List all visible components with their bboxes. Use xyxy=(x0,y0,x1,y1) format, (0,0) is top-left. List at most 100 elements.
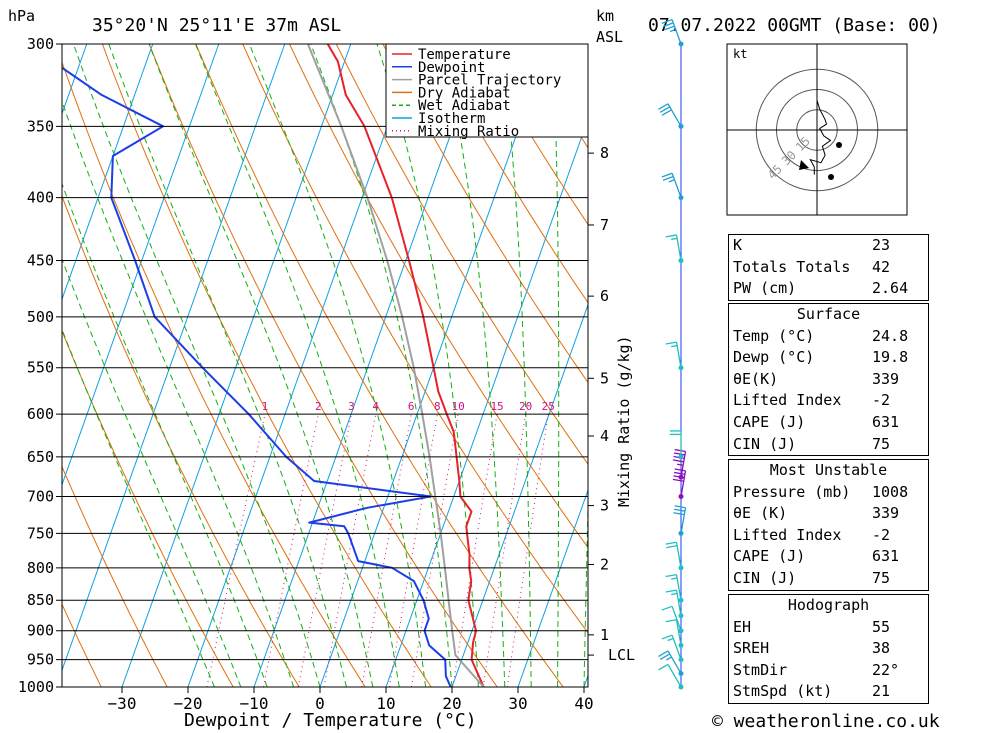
wind-barb-staff xyxy=(675,542,682,568)
x-tick-label: 40 xyxy=(574,694,593,713)
wind-barb-flag xyxy=(673,452,686,456)
wind-barb-half-flag xyxy=(665,656,672,661)
y-tick-label: 600 xyxy=(27,405,54,423)
mixing-ratio-label: 1 xyxy=(262,400,269,413)
wind-barb-flag xyxy=(672,459,684,463)
mixing-ratio-label: 3 xyxy=(348,400,355,413)
wind-barb-flag xyxy=(665,589,677,593)
wind-barb-flag xyxy=(665,341,677,345)
wet-adiabat-line xyxy=(62,257,242,687)
dry-adiabat-line xyxy=(62,194,300,687)
wind-barb-staff xyxy=(667,103,682,127)
wind-barb-staff xyxy=(675,234,682,261)
mixing-ratio-axis-label: Mixing Ratio (g/kg) xyxy=(615,335,633,507)
wind-barb-half-flag xyxy=(671,577,678,580)
wind-barb-staff xyxy=(671,19,682,45)
surface-table: Surface Temp (°C) 24.8 Dewp (°C) 19.8 θE(K… xyxy=(728,303,929,457)
datetime-label: 07.07.2022 00GMT (Base: 00) xyxy=(648,15,941,36)
x-tick-label: −10 xyxy=(240,694,269,713)
wind-barb-staff xyxy=(680,470,687,497)
wind-barb-flag xyxy=(665,619,677,623)
wind-barb-half-flag xyxy=(667,637,674,642)
lcl-label: LCL xyxy=(608,646,635,664)
chart-title: 35°20'N 25°11'E 37m ASL xyxy=(92,15,341,36)
mixing-ratio-label: 4 xyxy=(372,400,379,413)
dry-adiabat-line xyxy=(62,603,102,687)
wind-barb-flag xyxy=(663,25,675,31)
table-row: K 23 xyxy=(733,236,891,254)
table-row: Temp (°C) 24.8 xyxy=(733,326,909,345)
y-tick-label: 1000 xyxy=(18,678,54,696)
wind-barb-flag xyxy=(659,106,671,113)
x-tick-label: 30 xyxy=(508,694,527,713)
wind-barb-flag xyxy=(673,508,686,512)
mixing-ratio-line xyxy=(482,414,527,687)
wet-adiabat-line xyxy=(552,44,560,687)
wind-barb-flag xyxy=(674,448,686,453)
wind-barb-flag xyxy=(658,663,669,671)
wind-barbs xyxy=(658,18,687,690)
wind-barb-staff xyxy=(671,172,682,198)
wet-adiabat-line xyxy=(376,44,479,687)
most-unstable-table: Most Unstable Pressure (mb) 1008 θE (K) 33… xyxy=(728,459,929,591)
mixing-ratio-label: 6 xyxy=(408,400,415,413)
y-tick-label: 500 xyxy=(27,308,54,326)
dry-adiabat-line xyxy=(335,44,588,465)
wet-adiabat-line xyxy=(62,182,268,687)
dry-adiabat-line xyxy=(242,44,588,634)
wind-barb-flag xyxy=(672,478,684,482)
wind-barb-flag xyxy=(666,545,678,549)
hodograph-table: Hodograph EH 55 SREH 38 StmDir 22° StmSpd (… xyxy=(728,594,929,704)
y-tick-label: 400 xyxy=(27,189,54,207)
wind-barb-flag xyxy=(661,109,672,116)
legend-label: Dry Adiabat xyxy=(418,85,511,101)
km-tick-label: 3 xyxy=(600,497,609,515)
height-axis: 1 2 3 4 5 6 7 8 xyxy=(588,144,609,656)
wet-adiabat-line xyxy=(441,44,506,687)
isotherm-line xyxy=(121,44,352,687)
y-tick-label: 950 xyxy=(27,651,54,669)
y-tick-label: 800 xyxy=(27,559,54,577)
y-tick-label: 450 xyxy=(27,252,54,270)
table-row: Dewp (°C) 19.8 xyxy=(733,348,909,367)
mixing-ratio-line xyxy=(323,414,377,687)
isotherm-line xyxy=(451,303,588,687)
table-row: SREH 38 xyxy=(733,639,891,658)
wet-adiabat-line xyxy=(73,44,321,687)
y-tick-label: 700 xyxy=(27,488,54,506)
indices-table: K 23 Totals Totals 42 PW (cm) 2.64 xyxy=(728,234,929,301)
isotherm-line xyxy=(253,44,484,687)
wind-barb-flag xyxy=(665,573,677,578)
wind-barb-flag xyxy=(662,22,674,28)
table-row: StmDir 22° xyxy=(733,660,900,679)
km-unit-label: km xyxy=(596,7,614,25)
section-title: Most Unstable xyxy=(769,461,888,479)
legend-label: Isotherm xyxy=(418,111,485,127)
mixing-ratio-label: 8 xyxy=(434,400,441,413)
wind-barb-flag xyxy=(661,605,673,611)
dewpoint-series-line xyxy=(62,66,452,687)
wind-barb-flag xyxy=(673,471,686,475)
legend-label: Parcel Trajectory xyxy=(418,73,561,89)
km-tick-label: 2 xyxy=(600,555,609,573)
isotherm-line xyxy=(62,44,220,487)
parcel-trajectory-series-line xyxy=(306,44,485,687)
legend-label: Temperature xyxy=(418,47,511,63)
wind-barb-flag xyxy=(658,650,669,658)
temperature-axis: −30 −20 −10 0 10 20 30 40 xyxy=(108,687,594,713)
mixing-ratio-label: 20 xyxy=(519,400,532,413)
table-row: CIN (J) 75 xyxy=(733,568,891,587)
wind-barb-staff xyxy=(667,650,682,674)
wind-barb-staff xyxy=(680,451,687,478)
isotherm-line xyxy=(319,44,550,687)
wind-barb-half-flag xyxy=(671,237,678,241)
mixing-ratio-line xyxy=(262,414,319,687)
legend-label: Wet Adiabat xyxy=(418,98,511,114)
wind-barb-flag xyxy=(662,175,674,181)
isotherm-line xyxy=(187,44,418,687)
y-tick-label: 550 xyxy=(27,359,54,377)
temperature-series-line xyxy=(326,44,485,687)
dry-adiabat-line xyxy=(976,26,1000,687)
